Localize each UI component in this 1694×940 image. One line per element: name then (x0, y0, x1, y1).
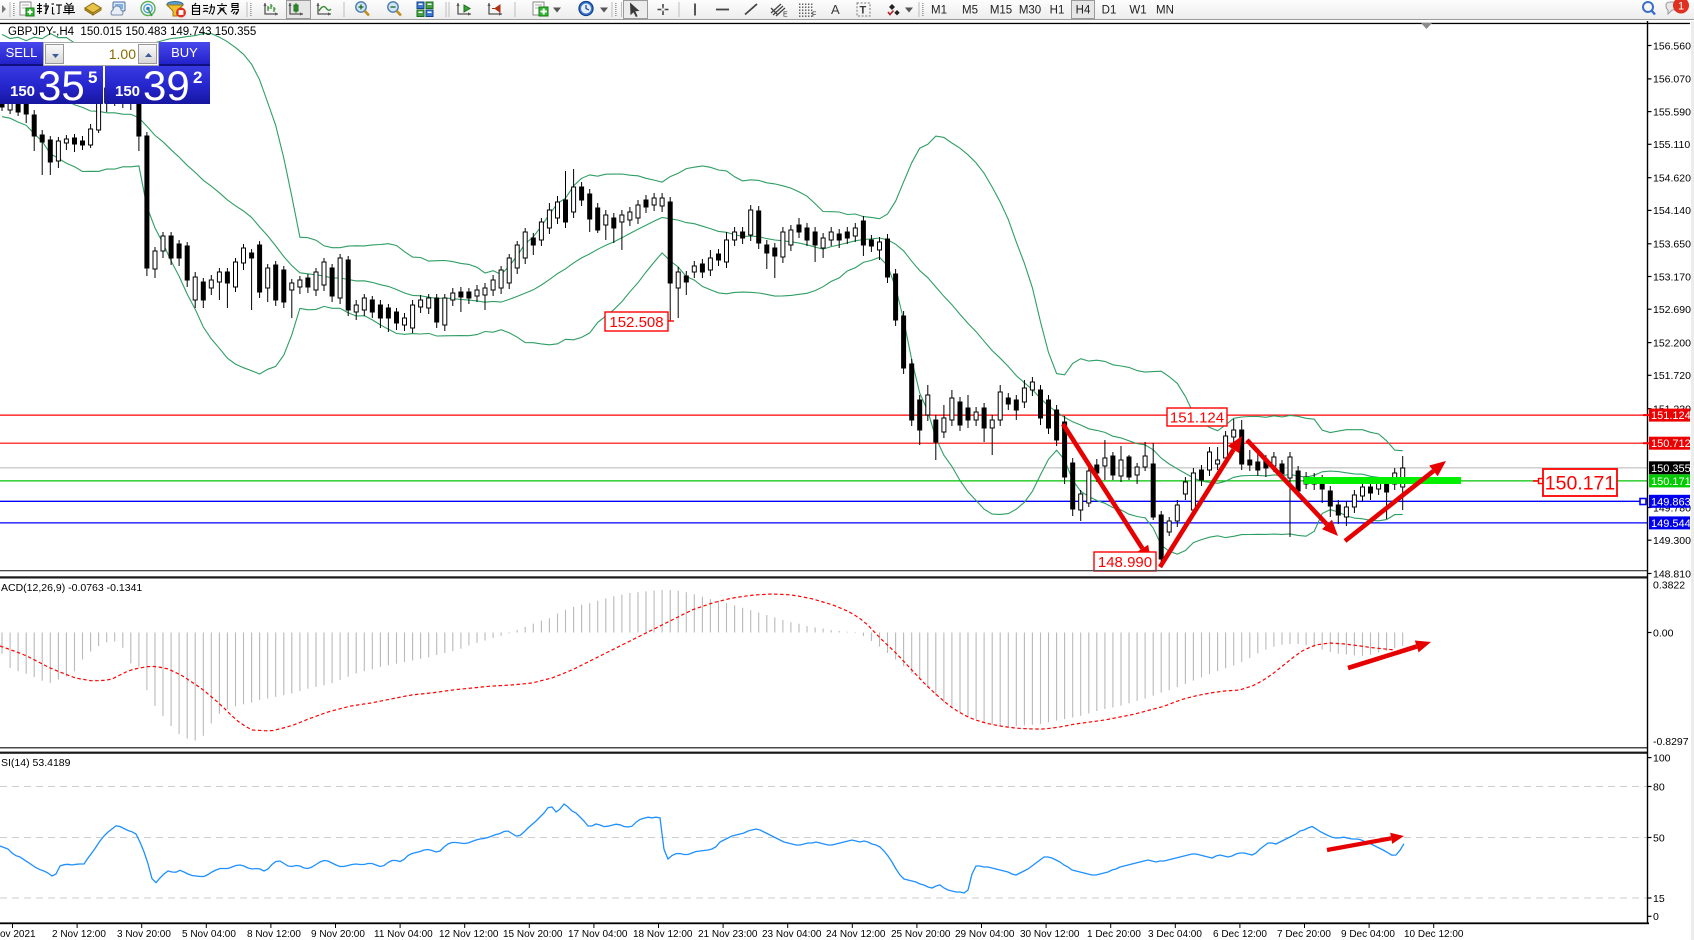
svg-text:150.712: 150.712 (1651, 438, 1691, 450)
svg-text:11 Nov 04:00: 11 Nov 04:00 (374, 929, 433, 940)
svg-text:T: T (860, 5, 867, 17)
svg-text:E: E (783, 12, 788, 19)
svg-text:149.863: 149.863 (1651, 496, 1691, 508)
svg-text:148.990: 148.990 (1098, 554, 1152, 571)
svg-text:149.300: 149.300 (1653, 535, 1691, 547)
svg-text:148.810: 148.810 (1653, 568, 1691, 580)
svg-text:156.560: 156.560 (1653, 40, 1691, 52)
svg-text:0: 0 (1653, 911, 1659, 923)
svg-text:150.171: 150.171 (1651, 476, 1691, 488)
svg-text:50: 50 (1653, 832, 1665, 844)
svg-text:152.508: 152.508 (609, 314, 663, 331)
svg-text:ov 2021: ov 2021 (0, 929, 36, 940)
svg-text:D1: D1 (1102, 5, 1117, 17)
svg-text:6 Dec 12:00: 6 Dec 12:00 (1213, 929, 1267, 940)
svg-text:A: A (831, 2, 840, 17)
svg-text:SI(14) 53.4189: SI(14) 53.4189 (1, 757, 71, 769)
svg-text:154.620: 154.620 (1653, 173, 1691, 185)
svg-text:7 Dec 20:00: 7 Dec 20:00 (1277, 929, 1331, 940)
svg-text:M1: M1 (931, 5, 947, 17)
svg-text:155.590: 155.590 (1653, 106, 1691, 118)
svg-text:GBPJPY-,H4 150.015 150.483 14: GBPJPY-,H4 150.015 150.483 149.743 150.3… (8, 26, 256, 38)
svg-text:151.124: 151.124 (1170, 409, 1224, 426)
svg-text:29 Nov 04:00: 29 Nov 04:00 (955, 929, 1015, 940)
svg-text:1: 1 (1678, 1, 1684, 13)
svg-text:10 Dec 12:00: 10 Dec 12:00 (1404, 929, 1464, 940)
svg-text:2 Nov 12:00: 2 Nov 12:00 (52, 929, 106, 940)
svg-text:0.00: 0.00 (1653, 627, 1674, 639)
svg-text:H1: H1 (1050, 5, 1065, 17)
svg-text:ACD(12,26,9) -0.0763 -0.1341: ACD(12,26,9) -0.0763 -0.1341 (1, 582, 142, 594)
svg-text:F: F (812, 12, 816, 19)
svg-text:15: 15 (1653, 893, 1665, 905)
svg-text:153.650: 153.650 (1653, 239, 1691, 251)
svg-text:8 Nov 12:00: 8 Nov 12:00 (247, 929, 301, 940)
svg-text:150.171: 150.171 (1545, 473, 1616, 495)
svg-text:MN: MN (1156, 5, 1174, 17)
svg-text:149.544: 149.544 (1651, 518, 1691, 530)
svg-text:24 Nov 12:00: 24 Nov 12:00 (826, 929, 886, 940)
svg-text:152.200: 152.200 (1653, 337, 1691, 349)
svg-text:17 Nov 04:00: 17 Nov 04:00 (568, 929, 628, 940)
svg-text:156.070: 156.070 (1653, 74, 1691, 86)
svg-text:80: 80 (1653, 781, 1665, 793)
svg-text:152.690: 152.690 (1653, 304, 1691, 316)
svg-text:150.355: 150.355 (1651, 463, 1691, 475)
svg-text:153.170: 153.170 (1653, 271, 1691, 283)
svg-text:30 Nov 12:00: 30 Nov 12:00 (1020, 929, 1080, 940)
svg-text:H4: H4 (1076, 5, 1091, 17)
svg-text:M30: M30 (1019, 5, 1041, 17)
svg-text:100: 100 (1653, 752, 1671, 764)
svg-text:151.124: 151.124 (1651, 410, 1691, 422)
svg-text:5 Nov 04:00: 5 Nov 04:00 (182, 929, 236, 940)
svg-text:0.3822: 0.3822 (1653, 579, 1685, 591)
svg-text:1 Dec 20:00: 1 Dec 20:00 (1087, 929, 1141, 940)
svg-text:M5: M5 (962, 5, 978, 17)
svg-text:23 Nov 04:00: 23 Nov 04:00 (762, 929, 822, 940)
svg-text:25 Nov 20:00: 25 Nov 20:00 (891, 929, 951, 940)
svg-text:18 Nov 12:00: 18 Nov 12:00 (633, 929, 693, 940)
svg-text:154.140: 154.140 (1653, 205, 1691, 217)
svg-text:151.720: 151.720 (1653, 370, 1691, 382)
svg-text:W1: W1 (1129, 5, 1146, 17)
svg-text:21 Nov 23:00: 21 Nov 23:00 (698, 929, 758, 940)
svg-text:155.110: 155.110 (1653, 139, 1690, 151)
svg-text:3 Dec 04:00: 3 Dec 04:00 (1148, 929, 1202, 940)
svg-text:9 Nov 20:00: 9 Nov 20:00 (311, 929, 365, 940)
svg-text:12 Nov 12:00: 12 Nov 12:00 (439, 929, 499, 940)
svg-text:15 Nov 20:00: 15 Nov 20:00 (503, 929, 563, 940)
svg-text:-0.8297: -0.8297 (1653, 736, 1689, 748)
svg-text:9 Dec 04:00: 9 Dec 04:00 (1341, 929, 1395, 940)
svg-text:M15: M15 (990, 5, 1012, 17)
svg-text:3 Nov 20:00: 3 Nov 20:00 (117, 929, 171, 940)
